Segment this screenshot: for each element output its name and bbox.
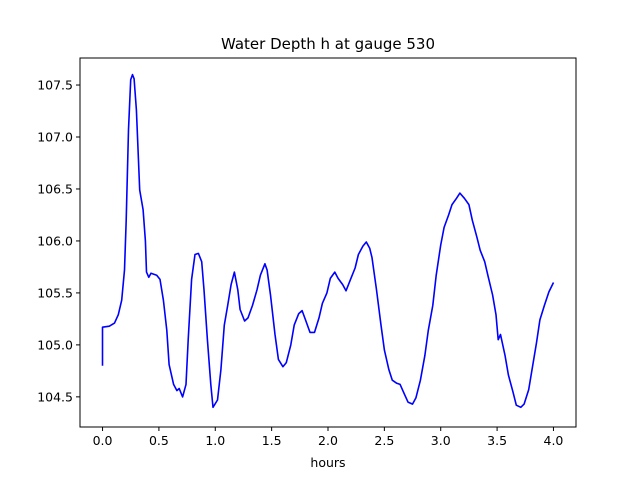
y-tick-label: 104.5 [37, 389, 73, 404]
x-tick-label: 4.0 [544, 433, 564, 448]
x-tick-label: 2.5 [374, 433, 394, 448]
x-tick-label: 3.0 [431, 433, 451, 448]
series-line-h [101, 73, 555, 409]
y-tick-label: 107.5 [37, 78, 73, 93]
chart-title: Water Depth h at gauge 530 [221, 35, 435, 53]
y-tick-label: 107.0 [37, 129, 73, 144]
plot-frame [79, 57, 577, 428]
y-tick-label: 105.5 [37, 285, 73, 300]
x-tick-label: 1.5 [262, 433, 282, 448]
y-tick-label: 106.5 [37, 181, 73, 196]
y-axis-ticks: 104.5 105.0 105.5 106.0 106.5 107.0 107.5 [37, 78, 80, 404]
y-tick-label: 105.0 [37, 337, 73, 352]
x-tick-label: 1.0 [205, 433, 225, 448]
x-axis-label: hours [310, 455, 345, 470]
x-tick-label: 0.0 [93, 433, 113, 448]
x-tick-label: 3.5 [487, 433, 507, 448]
x-tick-label: 0.5 [149, 433, 169, 448]
y-tick-label: 106.0 [37, 233, 73, 248]
x-tick-label: 2.0 [318, 433, 338, 448]
x-axis-ticks: 0.0 0.5 1.0 1.5 2.0 2.5 3.0 3.5 4.0 [93, 427, 564, 448]
